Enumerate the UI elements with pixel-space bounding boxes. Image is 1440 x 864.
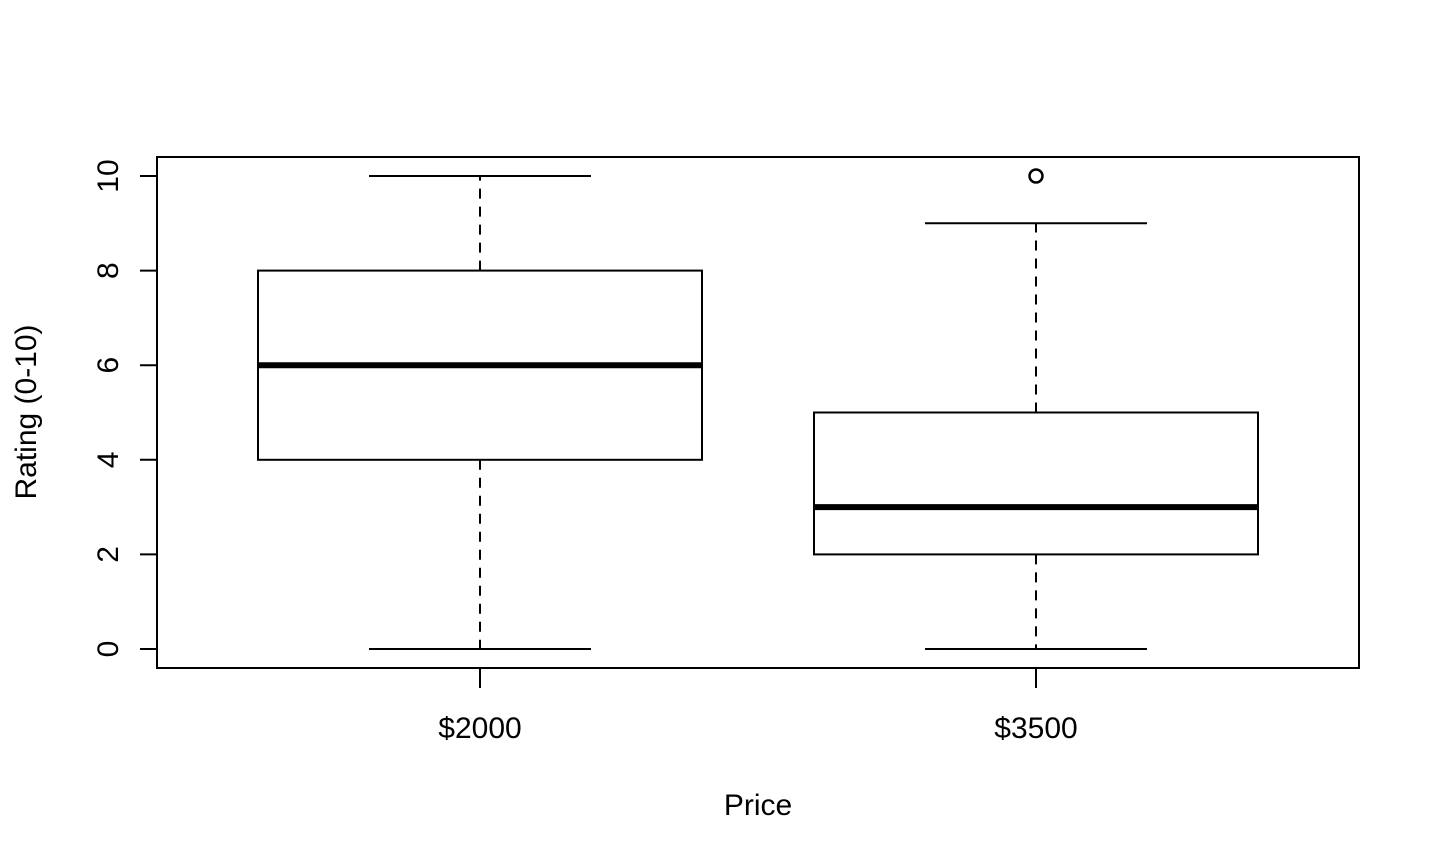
x-tick-label: $3500 xyxy=(994,712,1077,745)
box-group xyxy=(257,175,703,650)
x-tick-label: $2000 xyxy=(438,712,521,745)
y-tick-label: 4 xyxy=(92,451,125,468)
x-axis-ticks: $2000 $3500 xyxy=(438,668,1078,745)
y-tick-label: 0 xyxy=(92,641,125,658)
y-axis-ticks: 0 2 4 6 8 10 xyxy=(92,159,157,657)
box-group xyxy=(813,168,1259,650)
y-tick-label: 6 xyxy=(92,357,125,374)
box-series xyxy=(257,168,1259,650)
x-axis-label: Price xyxy=(724,789,792,822)
y-tick-label: 10 xyxy=(92,159,125,192)
outlier-point xyxy=(1028,168,1044,184)
interquartile-box xyxy=(813,411,1259,556)
y-tick-label: 2 xyxy=(92,546,125,563)
y-tick-label: 8 xyxy=(92,262,125,279)
y-axis-label: Rating (0-10) xyxy=(10,324,43,499)
